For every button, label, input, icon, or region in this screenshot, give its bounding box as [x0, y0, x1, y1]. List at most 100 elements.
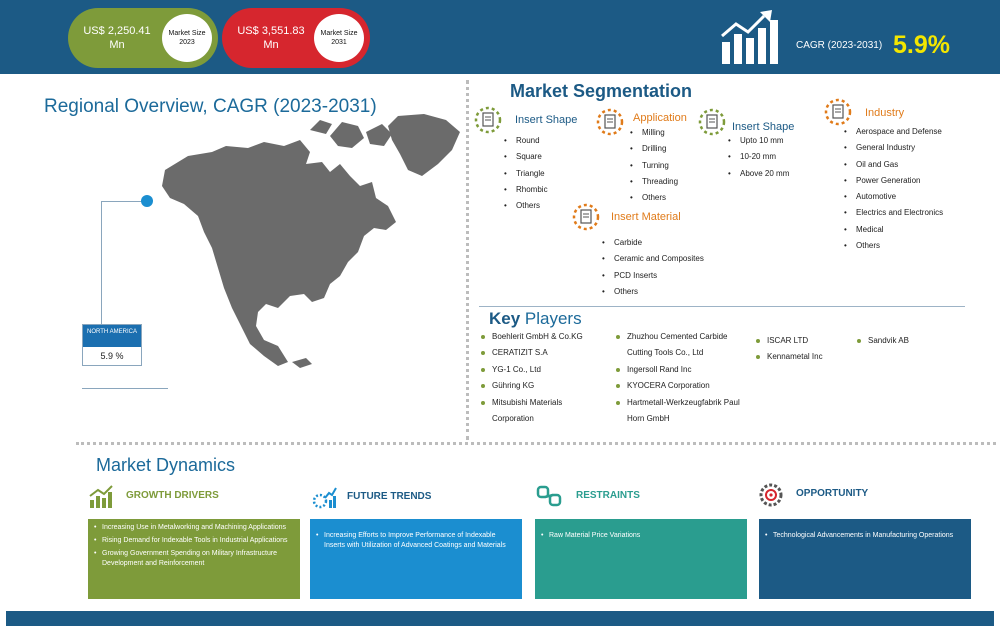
key-players-column-1: Boehlerit GmbH & Co.KG CERATIZIT S.A YG-… — [480, 329, 604, 427]
gear-document-icon — [474, 106, 502, 134]
list-item: Upto 10 mm — [728, 133, 789, 150]
market-size-2031-pill: US$ 3,551.83 Mn Market Size 2031 — [222, 8, 370, 68]
list-item: Above 20 mm — [728, 166, 789, 183]
list-item: Increasing Use in Metalworking and Machi… — [94, 523, 294, 533]
market-dynamics-title: Market Dynamics — [96, 455, 236, 475]
list-item: Threading — [630, 174, 678, 191]
segmentation-divider — [479, 306, 965, 307]
segment-list-industry: Aerospace and Defense General Industry O… — [844, 124, 943, 255]
list-item: Turning — [630, 158, 678, 175]
region-cagr: 5.9 % — [100, 351, 124, 361]
gear-target-icon — [759, 483, 783, 507]
growth-drivers-card: Increasing Use in Metalworking and Machi… — [88, 519, 300, 599]
list-item: Hartmetall-Werkzeugfabrik Paul Horn GmbH — [615, 395, 745, 428]
list-item: Mitsubishi Materials Corporation — [480, 395, 604, 428]
list-item: Kennametal Inc — [755, 349, 850, 365]
bar-growth-arrow-icon — [721, 10, 778, 64]
list-item: Medical — [844, 222, 943, 239]
list-item: Boehlerit GmbH & Co.KG — [480, 329, 604, 345]
segment-list-insert-size: Upto 10 mm 10-20 mm Above 20 mm — [728, 133, 789, 182]
list-item: CERATIZIT S.A — [480, 345, 604, 361]
list-item: Power Generation — [844, 173, 943, 190]
segment-title-insert-shape: Insert Shape — [515, 114, 578, 126]
gear-document-icon — [596, 108, 624, 136]
region-leader-line — [101, 201, 143, 202]
segment-list-insert-material: Carbide Ceramic and Composites PCD Inser… — [602, 235, 704, 300]
region-leader-line-vertical — [101, 201, 102, 325]
list-item: PCD Inserts — [602, 268, 704, 285]
gear-document-icon — [824, 98, 852, 126]
list-item: Sandvik AB — [856, 333, 951, 349]
key-players-column-4: Sandvik AB — [856, 333, 951, 349]
market-size-2023-value: US$ 2,250.41 Mn — [83, 25, 151, 51]
list-item: Increasing Efforts to Improve Performanc… — [316, 531, 516, 551]
vertical-divider — [466, 80, 469, 440]
list-item: Carbide — [602, 235, 704, 252]
segment-title-application: Application — [633, 112, 687, 124]
regional-overview-title: Regional Overview, CAGR (2023-2031) — [44, 96, 377, 117]
list-item: Zhuzhou Cemented Carbide Cutting Tools C… — [615, 329, 745, 362]
list-item: General Industry — [844, 140, 943, 157]
list-item: Rising Demand for Indexable Tools in Ind… — [94, 536, 294, 546]
market-size-2023-label: Market Size 2023 — [162, 14, 212, 62]
market-size-2031-value: US$ 3,551.83 Mn — [237, 25, 305, 51]
segmentation-title: Market Segmentation — [510, 81, 693, 101]
trend-gear-icon — [312, 487, 337, 509]
region-callout[interactable]: NORTH AMERICA 5.9 % — [82, 324, 142, 366]
list-item: Milling — [630, 125, 678, 142]
list-item: Others — [602, 284, 704, 301]
region-baseline — [82, 388, 168, 389]
list-item: KYOCERA Corporation — [615, 378, 745, 394]
list-item: Oil and Gas — [844, 157, 943, 174]
list-item: Aerospace and Defense — [844, 124, 943, 141]
segment-list-insert-shape: Round Square Triangle Rhombic Others — [504, 133, 548, 215]
future-trends-title: FUTURE TRENDS — [347, 491, 432, 502]
opportunity-card: Technological Advancements in Manufactur… — [759, 519, 971, 599]
list-item: Round — [504, 133, 548, 150]
gear-document-icon — [698, 108, 726, 136]
cagr-label: CAGR (2023-2031) — [796, 40, 883, 51]
list-item: Electrics and Electronics — [844, 205, 943, 222]
list-item: Growing Government Spending on Military … — [94, 549, 294, 569]
footer-band — [6, 611, 994, 626]
list-item: Automotive — [844, 189, 943, 206]
chain-link-icon — [536, 485, 562, 507]
list-item: YG-1 Co., Ltd — [480, 362, 604, 378]
list-item: Ingersoll Rand Inc — [615, 362, 745, 378]
list-item: Technological Advancements in Manufactur… — [765, 531, 965, 541]
list-item: Ceramic and Composites — [602, 251, 704, 268]
region-pin[interactable] — [141, 195, 153, 207]
list-item: Triangle — [504, 166, 548, 183]
list-item: 10-20 mm — [728, 149, 789, 166]
growth-chart-icon — [89, 485, 113, 508]
key-players-column-2: Zhuzhou Cemented Carbide Cutting Tools C… — [615, 329, 745, 427]
list-item: Gühring KG — [480, 378, 604, 394]
restraints-card: Raw Material Price Variations — [535, 519, 747, 599]
key-players-column-3: ISCAR LTD Kennametal Inc — [755, 333, 850, 366]
region-name: NORTH AMERICA — [83, 325, 141, 347]
list-item: Others — [630, 190, 678, 207]
key-players-title: Key Players — [489, 309, 582, 328]
market-size-2031-label: Market Size 2031 — [314, 14, 364, 62]
list-item: Rhombic — [504, 182, 548, 199]
gear-document-icon — [572, 203, 600, 231]
opportunity-title: OPPORTUNITY — [796, 488, 869, 499]
list-item: Others — [844, 238, 943, 255]
segment-title-insert-material: Insert Material — [611, 211, 681, 223]
market-size-2023-pill: US$ 2,250.41 Mn Market Size 2023 — [68, 8, 218, 68]
segment-list-application: Milling Drilling Turning Threading Other… — [630, 125, 678, 207]
header-band: US$ 2,250.41 Mn Market Size 2023 US$ 3,5… — [0, 0, 1000, 74]
list-item: ISCAR LTD — [755, 333, 850, 349]
list-item: Others — [504, 198, 548, 215]
list-item: Drilling — [630, 141, 678, 158]
horizontal-divider — [76, 442, 996, 445]
north-america-map — [162, 114, 460, 368]
segment-title-industry: Industry — [865, 107, 905, 119]
future-trends-card: Increasing Efforts to Improve Performanc… — [310, 519, 522, 599]
list-item: Raw Material Price Variations — [541, 531, 741, 541]
list-item: Square — [504, 149, 548, 166]
segment-title-insert-size: Insert Shape — [732, 121, 795, 133]
growth-drivers-title: GROWTH DRIVERS — [126, 490, 219, 501]
restraints-title: RESTRAINTS — [576, 490, 640, 501]
cagr-value: 5.9% — [893, 31, 950, 59]
